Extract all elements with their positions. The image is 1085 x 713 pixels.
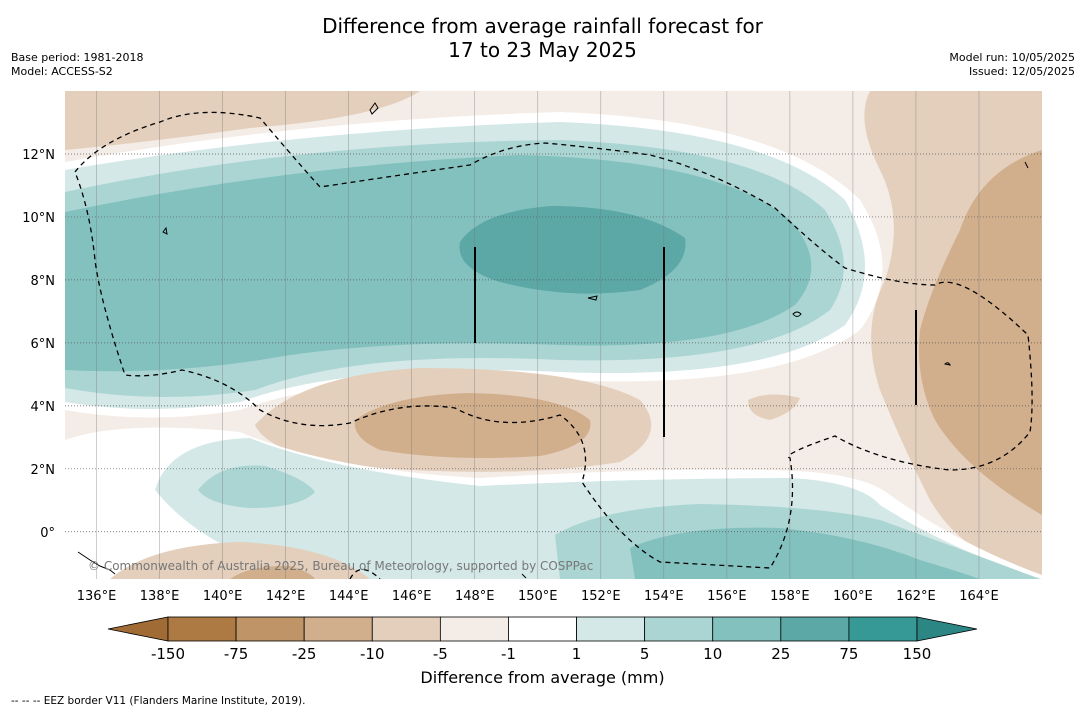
eez-border-north: [74, 111, 1033, 569]
lat-tick-label: 4°N: [31, 400, 56, 415]
map-field: © Commonwealth of Australia 2025, Bureau…: [65, 91, 1042, 579]
colorbar-tick: -10: [360, 645, 385, 663]
colorbar-segment: [439, 616, 509, 642]
colorbar-segment: [848, 616, 918, 642]
title-line-2: 17 to 23 May 2025: [448, 38, 637, 62]
colorbar-segment: [576, 616, 646, 642]
lat-tick-label: 8°N: [31, 274, 56, 289]
colorbar-segment: [508, 616, 577, 642]
colorbar-title: Difference from average (mm): [420, 668, 665, 687]
latitude-gridlines: [65, 153, 1042, 533]
colorbar-over-arrow: [916, 616, 978, 642]
contour-wet-core: [459, 206, 686, 294]
colorbar-tick: -150: [151, 645, 185, 663]
lon-tick-label: 160°E: [833, 589, 873, 604]
lon-tick-label: 150°E: [518, 589, 558, 604]
colorbar-segment: [303, 616, 373, 642]
lon-tick-label: 154°E: [644, 589, 684, 604]
colorbar-tick: -25: [292, 645, 317, 663]
base-period: Base period: 1981-2018: [11, 51, 144, 64]
colorbar-tick: 75: [839, 645, 858, 663]
colorbar-segment: [644, 616, 714, 642]
colorbar-segment: [371, 616, 441, 642]
lon-tick-label: 164°E: [959, 589, 999, 604]
colorbar-tick: -1: [501, 645, 516, 663]
colorbar-tick: 150: [903, 645, 932, 663]
colorbar-segment: [167, 616, 237, 642]
longitude-labels: 136°E 138°E 140°E 142°E 144°E 146°E 148°E 150°E…: [77, 589, 999, 604]
meta-right: Model run: 10/05/2025 Issued: 12/05/2025: [949, 51, 1075, 79]
contour-dry-small: [748, 394, 800, 420]
meta-left: Base period: 1981-2018 Model: ACCESS-S2: [11, 51, 143, 79]
lat-tick-label: 10°N: [22, 211, 55, 226]
lon-tick-label: 142°E: [266, 589, 306, 604]
contour-dry-nw-light: [65, 91, 420, 150]
lon-tick-label: 146°E: [392, 589, 432, 604]
chart-title: Difference from average rainfall forecas…: [0, 14, 1085, 62]
contour-dry-east-medium: [919, 150, 1042, 515]
lat-tick-label: 12°N: [22, 148, 55, 163]
lat-tick-label: 0°: [40, 526, 55, 541]
colorbar-tick: 10: [703, 645, 722, 663]
colorbar-tick: 5: [640, 645, 650, 663]
lon-tick-label: 144°E: [329, 589, 369, 604]
lon-tick-label: 152°E: [581, 589, 621, 604]
colorbar-under-arrow: [107, 616, 169, 642]
lat-tick-label: 2°N: [31, 463, 56, 478]
lon-tick-label: 140°E: [203, 589, 243, 604]
latitude-labels: 12°N 10°N 8°N 6°N 4°N 2°N 0°: [22, 148, 55, 541]
lon-tick-label: 156°E: [707, 589, 747, 604]
colorbar-tick: -5: [433, 645, 448, 663]
lon-tick-label: 148°E: [455, 589, 495, 604]
lon-tick-label: 136°E: [77, 589, 117, 604]
model-run: Model run: 10/05/2025: [949, 51, 1075, 64]
colorbar: [107, 616, 978, 642]
eez-legend-note: -- -- -- EEZ border V11 (Flanders Marine…: [11, 695, 306, 707]
contour-wet-se-4: [630, 527, 980, 579]
copyright-text: © Commonwealth of Australia 2025, Bureau…: [88, 559, 593, 573]
colorbar-segment: [235, 616, 305, 642]
lon-tick-label: 162°E: [896, 589, 936, 604]
model-name: Model: ACCESS-S2: [11, 65, 113, 78]
contour-dry-south-medium: [354, 393, 591, 458]
lon-tick-label: 138°E: [140, 589, 180, 604]
eez-border-sw: [349, 568, 381, 579]
contour-dry-sw-corner: [110, 542, 370, 579]
title-line-1: Difference from average rainfall forecas…: [322, 14, 763, 38]
colorbar-tick: 25: [771, 645, 790, 663]
colorbar-tick: -75: [224, 645, 249, 663]
lon-tick-label: 158°E: [770, 589, 810, 604]
issued-date: Issued: 12/05/2025: [968, 65, 1075, 78]
colorbar-segment: [780, 616, 850, 642]
contour-dry-sw-corner-2: [230, 565, 315, 579]
contour-wet-band-4: [65, 155, 812, 372]
island-outlines: [77, 102, 1029, 579]
colorbar-tick: 1: [572, 645, 582, 663]
colorbar-tick-labels: -150 -75 -25 -10 -5 -1 1 5 10 25 75 150: [151, 645, 931, 663]
colorbar-segment: [712, 616, 782, 642]
lat-tick-label: 6°N: [31, 337, 56, 352]
